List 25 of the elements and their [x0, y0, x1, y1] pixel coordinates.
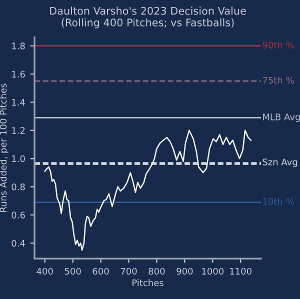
- x-tick-label: 1000: [202, 268, 224, 275]
- x-tick-label: 500: [64, 268, 81, 275]
- ref-line-label: 75th %: [262, 76, 294, 84]
- y-tick-label: 1.8: [12, 42, 25, 50]
- x-tick-label: 600: [92, 268, 109, 275]
- y-tick-label: 0.6: [12, 212, 25, 219]
- y-tick-label: 0.8: [12, 183, 25, 190]
- y-tick-label: 1.4: [12, 99, 25, 106]
- y-tick-label: 1.2: [12, 127, 25, 134]
- ref-line-label: 90th %: [262, 41, 294, 48]
- x-tick-label: 900: [176, 268, 193, 275]
- chart-title: Daulton Varsho's 2023 Decision Value (Rolling 400 Pitches; vs Fastballs): [50, 6, 246, 28]
- x-tick-label: 700: [120, 268, 137, 275]
- x-tick-label: 400: [36, 268, 53, 275]
- ref-line-label: Szn Avg: [262, 158, 298, 168]
- y-tick-label: 1.6: [12, 70, 25, 78]
- line-series: [44, 130, 252, 251]
- y-tick-label: 0.4: [12, 240, 25, 247]
- x-tick-label: 800: [148, 268, 165, 275]
- ref-line-label: MLB Avg: [263, 114, 300, 122]
- y-tick-label: 1.0: [12, 155, 25, 162]
- x-tick-label: 1100: [230, 268, 252, 275]
- y-axis-title: Runs Added, per 100 Pitches: [0, 84, 8, 212]
- x-axis-title: Pitches: [132, 279, 164, 286]
- ref-line-label: 10th %: [263, 198, 294, 205]
